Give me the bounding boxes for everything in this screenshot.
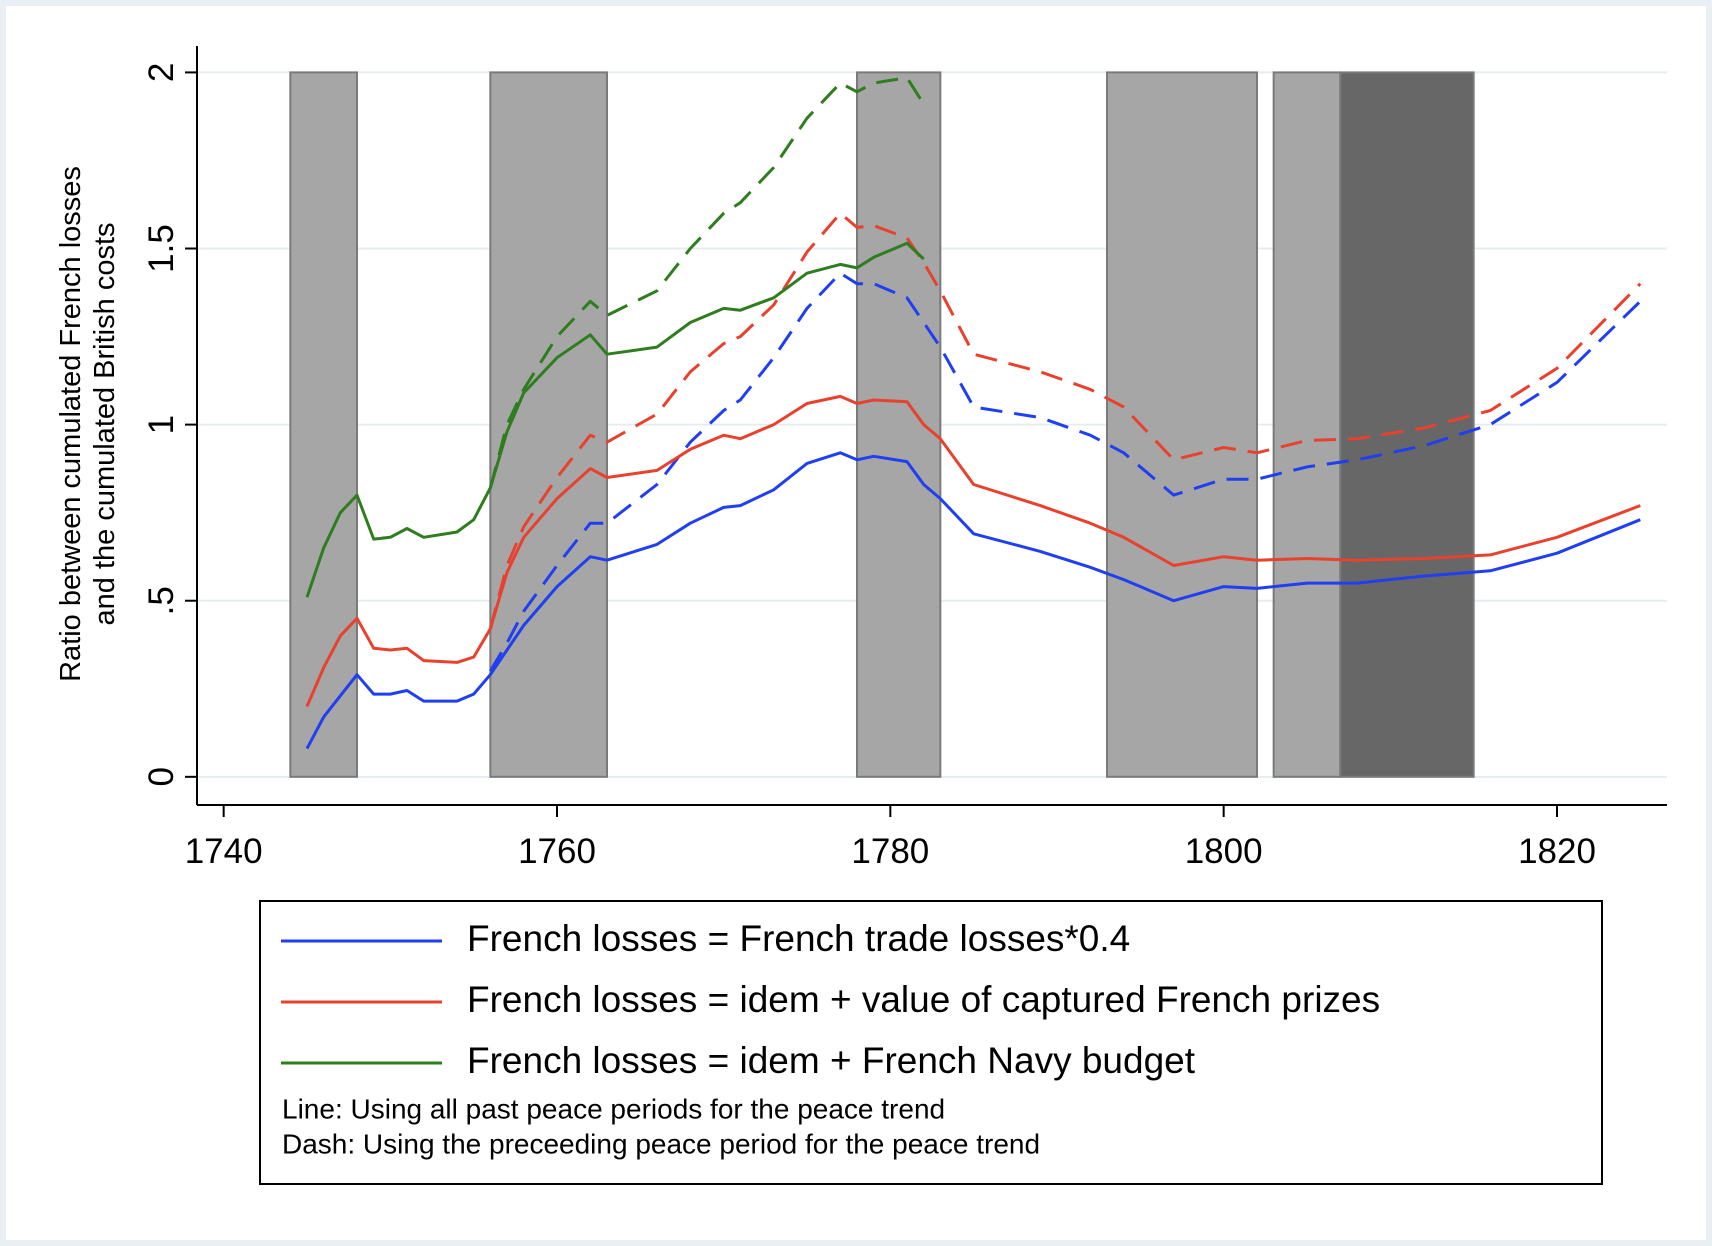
legend-note: Line: Using all past peace periods for t… <box>282 1093 945 1124</box>
dashed-line <box>488 211 1642 630</box>
war-period <box>289 71 359 778</box>
solid-line <box>305 451 1641 750</box>
x-tick-label: 1800 <box>1185 832 1263 871</box>
y-tick-label: .5 <box>142 586 181 615</box>
war-period <box>489 71 609 778</box>
solid-line <box>305 241 925 598</box>
y-tick-label: 1.5 <box>142 224 181 273</box>
war-period <box>1272 71 1342 778</box>
y-axis-title: Ratio between cumulated French losses <box>55 166 87 682</box>
x-tick-label: 1820 <box>1518 832 1596 871</box>
x-tick-label: 1740 <box>185 832 263 871</box>
legend-label: French losses = French trade losses*0.4 <box>467 918 1130 959</box>
x-tick-label: 1780 <box>851 832 929 871</box>
dashed-line <box>488 76 925 489</box>
war-period <box>1339 71 1475 778</box>
legend-note: Dash: Using the preceeding peace period … <box>282 1128 1040 1159</box>
legend-label: French losses = idem + French Navy budge… <box>467 1040 1196 1081</box>
x-tick-label: 1760 <box>518 832 596 871</box>
y-tick-label: 1 <box>142 415 181 434</box>
y-axis-title: and the cumulated British costs <box>89 223 121 626</box>
war-period <box>1106 71 1258 778</box>
y-tick-label: 0 <box>142 767 181 786</box>
solid-line <box>305 394 1641 707</box>
legend-label: French losses = idem + value of captured… <box>467 979 1380 1020</box>
dashed-line <box>489 271 1642 672</box>
legend-box <box>259 900 1603 1185</box>
y-tick-label: 2 <box>142 63 181 82</box>
war-period <box>856 71 942 778</box>
